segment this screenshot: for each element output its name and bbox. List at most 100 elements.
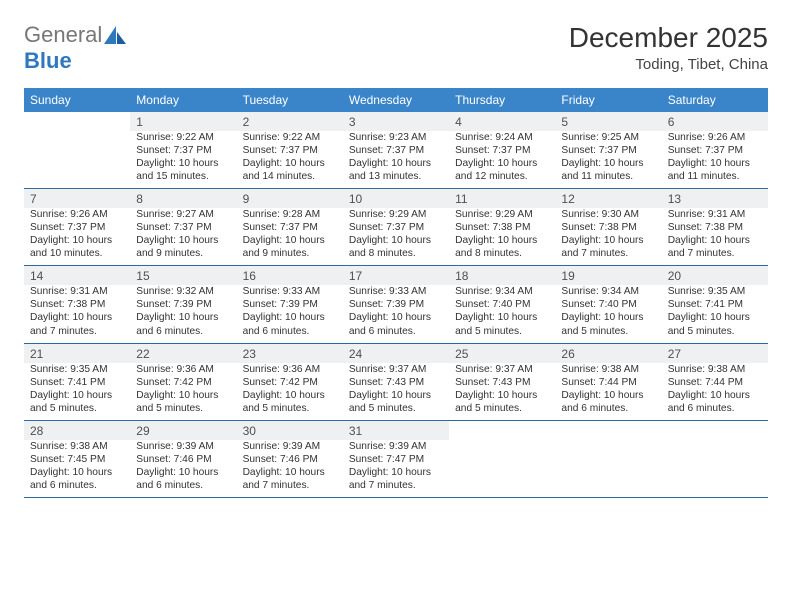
day-details: Sunrise: 9:27 AMSunset: 7:37 PMDaylight:…: [130, 208, 236, 265]
day-number: 22: [130, 344, 236, 363]
day-number: 11: [449, 189, 555, 208]
day-details: Sunrise: 9:36 AMSunset: 7:42 PMDaylight:…: [130, 363, 236, 420]
calendar-cell: .: [662, 420, 768, 497]
brand-logo: GeneralBlue: [24, 22, 126, 74]
day-number: 1: [130, 112, 236, 131]
day-details: Sunrise: 9:38 AMSunset: 7:44 PMDaylight:…: [662, 363, 768, 420]
calendar-cell: .: [24, 112, 130, 189]
calendar-cell: 5Sunrise: 9:25 AMSunset: 7:37 PMDaylight…: [555, 112, 661, 189]
calendar-row: . 1Sunrise: 9:22 AMSunset: 7:37 PMDaylig…: [24, 112, 768, 189]
day-details: Sunrise: 9:25 AMSunset: 7:37 PMDaylight:…: [555, 131, 661, 188]
calendar-cell: 15Sunrise: 9:32 AMSunset: 7:39 PMDayligh…: [130, 266, 236, 343]
weekday-header: Thursday: [449, 88, 555, 112]
weekday-header: Saturday: [662, 88, 768, 112]
calendar-cell: 17Sunrise: 9:33 AMSunset: 7:39 PMDayligh…: [343, 266, 449, 343]
calendar-cell: 13Sunrise: 9:31 AMSunset: 7:38 PMDayligh…: [662, 189, 768, 266]
calendar-row: 21Sunrise: 9:35 AMSunset: 7:41 PMDayligh…: [24, 343, 768, 420]
calendar-cell: 16Sunrise: 9:33 AMSunset: 7:39 PMDayligh…: [237, 266, 343, 343]
day-number: 20: [662, 266, 768, 285]
calendar-cell: 19Sunrise: 9:34 AMSunset: 7:40 PMDayligh…: [555, 266, 661, 343]
day-details: Sunrise: 9:37 AMSunset: 7:43 PMDaylight:…: [343, 363, 449, 420]
day-number: 13: [662, 189, 768, 208]
day-number: 5: [555, 112, 661, 131]
calendar-cell: 23Sunrise: 9:36 AMSunset: 7:42 PMDayligh…: [237, 343, 343, 420]
day-details: Sunrise: 9:35 AMSunset: 7:41 PMDaylight:…: [662, 285, 768, 342]
calendar-cell: .: [555, 420, 661, 497]
day-details: Sunrise: 9:29 AMSunset: 7:38 PMDaylight:…: [449, 208, 555, 265]
day-details: Sunrise: 9:30 AMSunset: 7:38 PMDaylight:…: [555, 208, 661, 265]
day-number: 31: [343, 421, 449, 440]
weekday-header: Friday: [555, 88, 661, 112]
day-number: 21: [24, 344, 130, 363]
day-number: 14: [24, 266, 130, 285]
day-number: 2: [237, 112, 343, 131]
day-details: Sunrise: 9:22 AMSunset: 7:37 PMDaylight:…: [237, 131, 343, 188]
calendar-cell: 24Sunrise: 9:37 AMSunset: 7:43 PMDayligh…: [343, 343, 449, 420]
calendar-cell: 14Sunrise: 9:31 AMSunset: 7:38 PMDayligh…: [24, 266, 130, 343]
calendar-cell: 1Sunrise: 9:22 AMSunset: 7:37 PMDaylight…: [130, 112, 236, 189]
calendar-cell: 28Sunrise: 9:38 AMSunset: 7:45 PMDayligh…: [24, 420, 130, 497]
day-details: Sunrise: 9:35 AMSunset: 7:41 PMDaylight:…: [24, 363, 130, 420]
calendar-cell: 26Sunrise: 9:38 AMSunset: 7:44 PMDayligh…: [555, 343, 661, 420]
calendar-cell: 27Sunrise: 9:38 AMSunset: 7:44 PMDayligh…: [662, 343, 768, 420]
day-details: Sunrise: 9:39 AMSunset: 7:46 PMDaylight:…: [237, 440, 343, 497]
day-number: 7: [24, 189, 130, 208]
day-details: Sunrise: 9:31 AMSunset: 7:38 PMDaylight:…: [24, 285, 130, 342]
day-number: 19: [555, 266, 661, 285]
calendar-cell: 12Sunrise: 9:30 AMSunset: 7:38 PMDayligh…: [555, 189, 661, 266]
day-number: 12: [555, 189, 661, 208]
calendar-row: 14Sunrise: 9:31 AMSunset: 7:38 PMDayligh…: [24, 266, 768, 343]
calendar-cell: 3Sunrise: 9:23 AMSunset: 7:37 PMDaylight…: [343, 112, 449, 189]
calendar-cell: 4Sunrise: 9:24 AMSunset: 7:37 PMDaylight…: [449, 112, 555, 189]
location-text: Toding, Tibet, China: [569, 56, 768, 73]
calendar-cell: 11Sunrise: 9:29 AMSunset: 7:38 PMDayligh…: [449, 189, 555, 266]
calendar-cell: 8Sunrise: 9:27 AMSunset: 7:37 PMDaylight…: [130, 189, 236, 266]
day-number: 16: [237, 266, 343, 285]
day-details: Sunrise: 9:31 AMSunset: 7:38 PMDaylight:…: [662, 208, 768, 265]
calendar-cell: 7Sunrise: 9:26 AMSunset: 7:37 PMDaylight…: [24, 189, 130, 266]
calendar-cell: 29Sunrise: 9:39 AMSunset: 7:46 PMDayligh…: [130, 420, 236, 497]
calendar-cell: .: [449, 420, 555, 497]
day-number: 15: [130, 266, 236, 285]
day-details: Sunrise: 9:39 AMSunset: 7:46 PMDaylight:…: [130, 440, 236, 497]
day-number: 30: [237, 421, 343, 440]
day-number: 17: [343, 266, 449, 285]
day-details: Sunrise: 9:38 AMSunset: 7:45 PMDaylight:…: [24, 440, 130, 497]
day-details: Sunrise: 9:32 AMSunset: 7:39 PMDaylight:…: [130, 285, 236, 342]
day-details: Sunrise: 9:36 AMSunset: 7:42 PMDaylight:…: [237, 363, 343, 420]
day-details: Sunrise: 9:34 AMSunset: 7:40 PMDaylight:…: [449, 285, 555, 342]
day-details: Sunrise: 9:39 AMSunset: 7:47 PMDaylight:…: [343, 440, 449, 497]
weekday-header-row: SundayMondayTuesdayWednesdayThursdayFrid…: [24, 88, 768, 112]
day-details: Sunrise: 9:37 AMSunset: 7:43 PMDaylight:…: [449, 363, 555, 420]
weekday-header: Tuesday: [237, 88, 343, 112]
calendar-cell: 21Sunrise: 9:35 AMSunset: 7:41 PMDayligh…: [24, 343, 130, 420]
brand-name-b: Blue: [24, 48, 72, 73]
calendar-cell: 22Sunrise: 9:36 AMSunset: 7:42 PMDayligh…: [130, 343, 236, 420]
header: GeneralBlue December 2025 Toding, Tibet,…: [24, 22, 768, 74]
day-details: Sunrise: 9:38 AMSunset: 7:44 PMDaylight:…: [555, 363, 661, 420]
day-details: Sunrise: 9:28 AMSunset: 7:37 PMDaylight:…: [237, 208, 343, 265]
weekday-header: Wednesday: [343, 88, 449, 112]
day-details: Sunrise: 9:22 AMSunset: 7:37 PMDaylight:…: [130, 131, 236, 188]
calendar-cell: 10Sunrise: 9:29 AMSunset: 7:37 PMDayligh…: [343, 189, 449, 266]
calendar-cell: 18Sunrise: 9:34 AMSunset: 7:40 PMDayligh…: [449, 266, 555, 343]
day-details: Sunrise: 9:29 AMSunset: 7:37 PMDaylight:…: [343, 208, 449, 265]
calendar-row: 28Sunrise: 9:38 AMSunset: 7:45 PMDayligh…: [24, 420, 768, 497]
calendar-cell: 25Sunrise: 9:37 AMSunset: 7:43 PMDayligh…: [449, 343, 555, 420]
day-number: 4: [449, 112, 555, 131]
calendar-cell: 6Sunrise: 9:26 AMSunset: 7:37 PMDaylight…: [662, 112, 768, 189]
calendar-cell: 31Sunrise: 9:39 AMSunset: 7:47 PMDayligh…: [343, 420, 449, 497]
day-details: Sunrise: 9:33 AMSunset: 7:39 PMDaylight:…: [343, 285, 449, 342]
weekday-header: Sunday: [24, 88, 130, 112]
day-details: Sunrise: 9:26 AMSunset: 7:37 PMDaylight:…: [662, 131, 768, 188]
day-number: 6: [662, 112, 768, 131]
day-number: 24: [343, 344, 449, 363]
day-number: 28: [24, 421, 130, 440]
day-details: Sunrise: 9:23 AMSunset: 7:37 PMDaylight:…: [343, 131, 449, 188]
calendar-cell: 20Sunrise: 9:35 AMSunset: 7:41 PMDayligh…: [662, 266, 768, 343]
calendar-row: 7Sunrise: 9:26 AMSunset: 7:37 PMDaylight…: [24, 189, 768, 266]
calendar-table: SundayMondayTuesdayWednesdayThursdayFrid…: [24, 88, 768, 498]
day-details: Sunrise: 9:26 AMSunset: 7:37 PMDaylight:…: [24, 208, 130, 265]
calendar-body: . 1Sunrise: 9:22 AMSunset: 7:37 PMDaylig…: [24, 112, 768, 497]
day-number: 27: [662, 344, 768, 363]
